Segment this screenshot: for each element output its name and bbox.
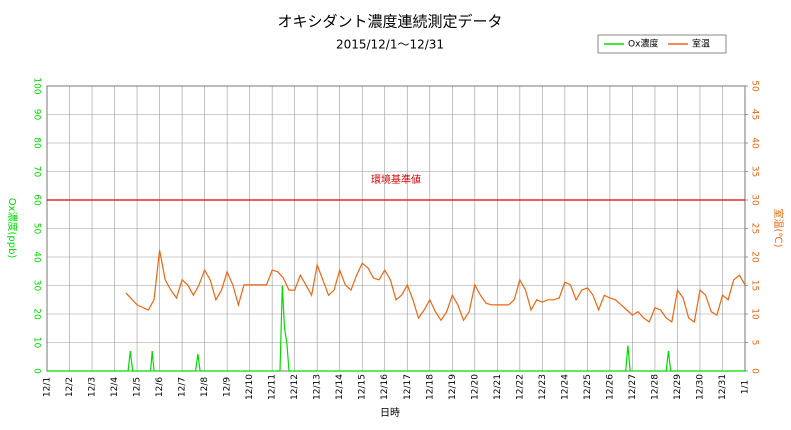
- y-tick-label: 50: [32, 223, 42, 235]
- y2-tick-label: 40: [750, 137, 760, 149]
- x-tick-label: 12/25: [583, 374, 593, 400]
- x-tick-label: 12/22: [515, 374, 525, 400]
- x-tick-label: 12/2: [65, 377, 75, 397]
- y-tick-label: 60: [32, 194, 42, 206]
- x-tick-label: 12/18: [425, 374, 435, 400]
- x-tick-label: 12/7: [178, 377, 188, 397]
- x-tick-label: 12/13: [313, 374, 323, 400]
- x-tick-label: 12/10: [245, 374, 255, 400]
- chart-subtitle: 2015/12/1～12/31: [336, 38, 444, 52]
- x-tick-label: 12/26: [605, 374, 615, 400]
- y2-tick-label: 30: [750, 194, 760, 206]
- x-tick-label: 12/24: [560, 374, 570, 400]
- y-axis-label: Ox濃度(ppb): [6, 198, 19, 259]
- x-tick-label: 12/29: [673, 374, 683, 400]
- y2-tick-label: 10: [750, 308, 760, 320]
- x-tick-label: 12/8: [200, 377, 210, 397]
- x-tick-label: 12/19: [448, 374, 458, 400]
- y2-tick-label: 25: [750, 223, 760, 234]
- legend-box: [597, 34, 727, 54]
- x-tick-label: 12/30: [695, 374, 705, 400]
- y-tick-label: 20: [32, 308, 42, 320]
- x-tick-label: 12/16: [380, 374, 390, 400]
- series-line: [47, 285, 745, 372]
- y2-tick-label: 15: [750, 280, 760, 291]
- x-tick-label: 12/20: [470, 374, 480, 400]
- y-tick-label: 80: [32, 137, 42, 149]
- x-tick-label: 12/28: [650, 374, 660, 400]
- y2-tick-label: 50: [750, 80, 760, 92]
- chart-title: オキシダント濃度連続測定データ: [277, 13, 502, 31]
- y2-tick-label: 35: [750, 166, 760, 177]
- x-tick-label: 12/1: [43, 377, 53, 397]
- y-tick-label: 40: [32, 251, 42, 263]
- reference-label: 環境基準値: [371, 173, 421, 186]
- x-tick-label: 12/27: [628, 374, 638, 400]
- x-tick-label: 12/4: [110, 377, 120, 397]
- x-tick-label: 12/23: [538, 374, 548, 400]
- y-tick-label: 30: [32, 280, 42, 292]
- x-tick-label: 12/14: [335, 374, 345, 400]
- y-tick-label: 70: [32, 166, 42, 178]
- y2-tick-label: 20: [750, 251, 760, 263]
- x-axis-label: 日時: [380, 407, 400, 419]
- y-tick-label: 0: [32, 368, 42, 374]
- x-tick-label: 12/21: [493, 374, 503, 400]
- y2-tick-label: 45: [750, 109, 760, 120]
- y2-tick-label: 0: [750, 368, 760, 374]
- legend-label: 室温: [692, 38, 710, 50]
- x-tick-label: 12/9: [223, 377, 233, 397]
- x-tick-label: 12/17: [403, 374, 413, 400]
- x-tick-label: 12/15: [358, 374, 368, 400]
- x-tick-label: 12/5: [133, 377, 143, 397]
- x-tick-label: 12/11: [268, 374, 278, 400]
- y-tick-label: 10: [32, 337, 42, 349]
- x-tick-label: 12/12: [290, 374, 300, 400]
- y2-axis-label: 室温(℃): [772, 208, 785, 247]
- x-tick-label: 12/6: [155, 377, 165, 397]
- x-tick-label: 1/1: [741, 380, 751, 394]
- legend-label: Ox濃度: [628, 38, 658, 50]
- y2-tick-label: 5: [750, 340, 760, 346]
- series-line: [125, 250, 746, 324]
- x-tick-label: 12/3: [88, 377, 98, 397]
- y-tick-label: 90: [32, 109, 42, 121]
- y-tick-label: 100: [32, 77, 42, 94]
- x-tick-label: 12/31: [718, 374, 728, 400]
